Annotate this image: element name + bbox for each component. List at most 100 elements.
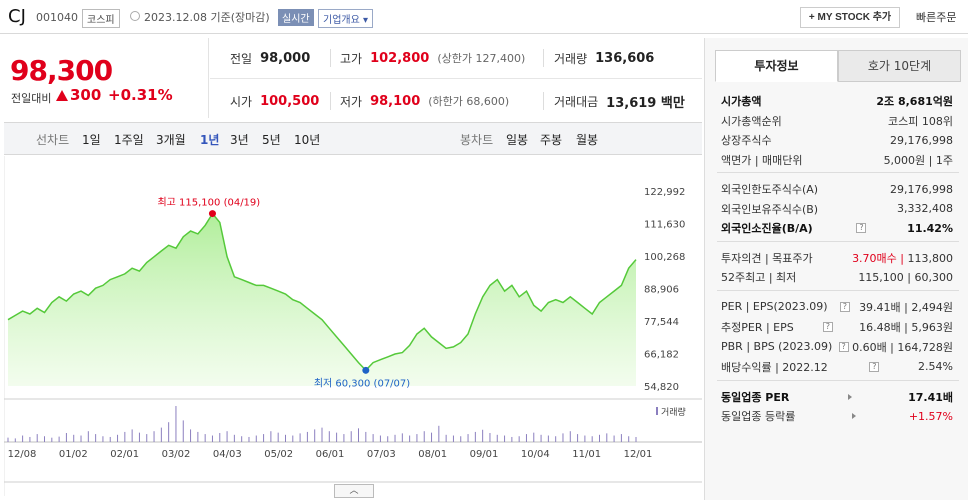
candle-chart-label: 봉차트 xyxy=(460,133,494,147)
caret-right-icon[interactable] xyxy=(851,413,856,419)
y-tick-label: 88,906 xyxy=(644,285,679,296)
realtime-badge[interactable]: 실시간 xyxy=(278,9,314,26)
tab-investment-info[interactable]: 투자정보 xyxy=(715,50,838,82)
stock-code: 001040 xyxy=(36,11,78,24)
x-tick-label: 08/01 xyxy=(418,449,447,460)
info-row: 시가총액 2조 8,681억원 xyxy=(721,92,953,110)
x-tick-label: 01/02 xyxy=(59,449,88,460)
low-price: 저가 98,100 (하한가 68,600) xyxy=(340,91,509,111)
volume-label: 거래량 xyxy=(554,51,588,66)
info-row-label: 상장주식수 xyxy=(721,134,772,147)
info-row-value: 17.41배 xyxy=(908,390,953,404)
y-tick-label: 100,268 xyxy=(644,252,685,263)
period-1w[interactable]: 1주일 xyxy=(114,133,144,147)
info-row-label: 배당수익률 | 2022.12 xyxy=(721,360,828,374)
high-price: 고가 102,800 (상한가 127,400) xyxy=(340,48,525,68)
stock-name: CJ xyxy=(8,6,26,27)
x-tick-label: 03/02 xyxy=(162,449,191,460)
base-date: 2023.12.08 기준(장마감) xyxy=(144,11,270,24)
x-tick-label: 06/01 xyxy=(316,449,345,460)
info-row-value: 3.70매수 | 113,800 xyxy=(852,250,953,266)
price-change: 300 xyxy=(70,86,102,104)
change-label: 전일대비 xyxy=(11,92,52,105)
info-row: 추정PER | EPS? 16.48배 | 5,963원 xyxy=(721,318,953,336)
chevron-down-icon: ▾ xyxy=(363,15,369,26)
info-row-value: 코스피 108위 xyxy=(888,114,953,128)
period-5y[interactable]: 5년 xyxy=(262,133,281,147)
help-icon[interactable]: ? xyxy=(838,341,849,352)
open-price-value: 100,500 xyxy=(260,93,320,109)
x-tick-label: 04/03 xyxy=(213,449,242,460)
help-icon[interactable]: ? xyxy=(856,223,867,233)
price-change-percent: +0.31% xyxy=(108,86,173,104)
current-price-block: 98,300 전일대비 300 +0.31% xyxy=(4,38,209,118)
clock-icon xyxy=(130,11,140,21)
info-row-label: 외국인한도주식수(A) xyxy=(721,183,819,196)
prev-close: 전일 98,000 xyxy=(230,48,310,68)
period-3m[interactable]: 3개월 xyxy=(156,133,186,147)
info-row: PER | EPS(2023.09)? 39.41배 | 2,494원 xyxy=(721,298,953,316)
caret-right-icon[interactable] xyxy=(848,393,853,400)
y-tick-label: 111,630 xyxy=(644,220,685,231)
info-row-value: 2.54% xyxy=(918,360,953,373)
info-row-value: 0.60배 | 164,728원 xyxy=(852,340,953,354)
help-icon[interactable]: ? xyxy=(839,301,850,312)
period-3y[interactable]: 3년 xyxy=(230,133,249,147)
x-tick-label: 05/02 xyxy=(264,449,293,460)
candle-monthly[interactable]: 월봉 xyxy=(576,133,599,147)
upper-limit: (상한가 127,400) xyxy=(437,52,526,65)
info-row: 외국인한도주식수(A) 29,176,998 xyxy=(721,180,953,198)
info-row-label: 동일업종 등락률 xyxy=(721,410,796,423)
open-price-label: 시가 xyxy=(230,94,253,109)
info-row: 배당수익률 | 2022.12? 2.54% xyxy=(721,358,953,376)
help-icon[interactable]: ? xyxy=(822,321,833,332)
stock-header: CJ 001040 코스피 2023.12.08 기준(장마감) 실시간 기업개… xyxy=(0,0,968,34)
info-row: 52주최고 | 최저 115,100 | 60,300 xyxy=(721,268,953,286)
info-row: 액면가 | 매매단위 5,000원 | 1주 xyxy=(721,151,953,169)
candle-weekly[interactable]: 주봉 xyxy=(540,133,563,147)
open-price: 시가 100,500 xyxy=(230,91,319,111)
info-row: 외국인보유주식수(B) 3,332,408 xyxy=(721,200,953,218)
info-row-label: 시가총액순위 xyxy=(721,114,782,128)
info-row: PBR | BPS (2023.09)? 0.60배 | 164,728원 xyxy=(721,338,953,356)
info-row-value: +1.57% xyxy=(908,409,953,423)
info-tabs: 투자정보 호가 10단계 xyxy=(715,50,961,82)
current-price: 98,300 xyxy=(10,54,113,87)
low-marker xyxy=(362,366,370,374)
prev-close-label: 전일 xyxy=(230,51,253,66)
quick-order-link[interactable]: 빠른주문 xyxy=(916,11,957,24)
y-tick-label: 77,544 xyxy=(644,317,679,328)
help-icon[interactable]: ? xyxy=(869,361,880,372)
info-row-label: 시가총액 xyxy=(721,95,762,108)
price-area xyxy=(8,213,636,386)
y-tick-label: 122,992 xyxy=(644,187,685,198)
tab-order-book[interactable]: 호가 10단계 xyxy=(838,50,961,82)
x-tick-label: 12/01 xyxy=(624,449,653,460)
add-mystock-button[interactable]: + MY STOCK 추가 xyxy=(800,7,900,28)
x-tick-label: 11/01 xyxy=(572,449,601,460)
info-row: 동일업종 등락률 +1.57% xyxy=(721,407,953,425)
line-chart-label: 선차트 xyxy=(36,133,70,147)
x-tick-label: 10/04 xyxy=(521,449,550,460)
collapse-chart-toggle[interactable]: ︿ xyxy=(334,484,374,498)
candle-daily[interactable]: 일봉 xyxy=(506,133,529,147)
low-price-value: 98,100 xyxy=(370,93,421,109)
info-row-value: 3,332,408 xyxy=(897,202,953,215)
trade-amount: 거래대금 13,619 백만 xyxy=(554,91,685,111)
period-1d[interactable]: 1일 xyxy=(82,133,101,147)
low-annotation: 최저 60,300 (07/07) xyxy=(314,377,410,389)
x-tick-label: 07/03 xyxy=(367,449,396,460)
price-line xyxy=(7,212,637,372)
chart-period-bar: 선차트 1일 1주일 3개월 1년 3년 5년 10년 봉차트 일봉 주봉 월봉 xyxy=(4,122,702,155)
info-row-label: 투자의견 | 목표주가 xyxy=(721,251,813,265)
period-10y[interactable]: 10년 xyxy=(294,133,321,147)
info-row: 상장주식수 29,176,998 xyxy=(721,131,953,149)
low-price-label: 저가 xyxy=(340,94,363,109)
y-tick-label: 54,820 xyxy=(644,382,679,393)
price-chart[interactable]: 122,992 111,630 100,268 88,906 77,544 66,182 5… xyxy=(4,156,702,496)
period-1y[interactable]: 1년 xyxy=(200,133,220,147)
volume-legend: 거래량 xyxy=(661,406,686,418)
company-overview-dropdown[interactable]: 기업개요 ▾ xyxy=(318,9,374,28)
info-row-label: 외국인보유주식수(B) xyxy=(721,202,819,216)
